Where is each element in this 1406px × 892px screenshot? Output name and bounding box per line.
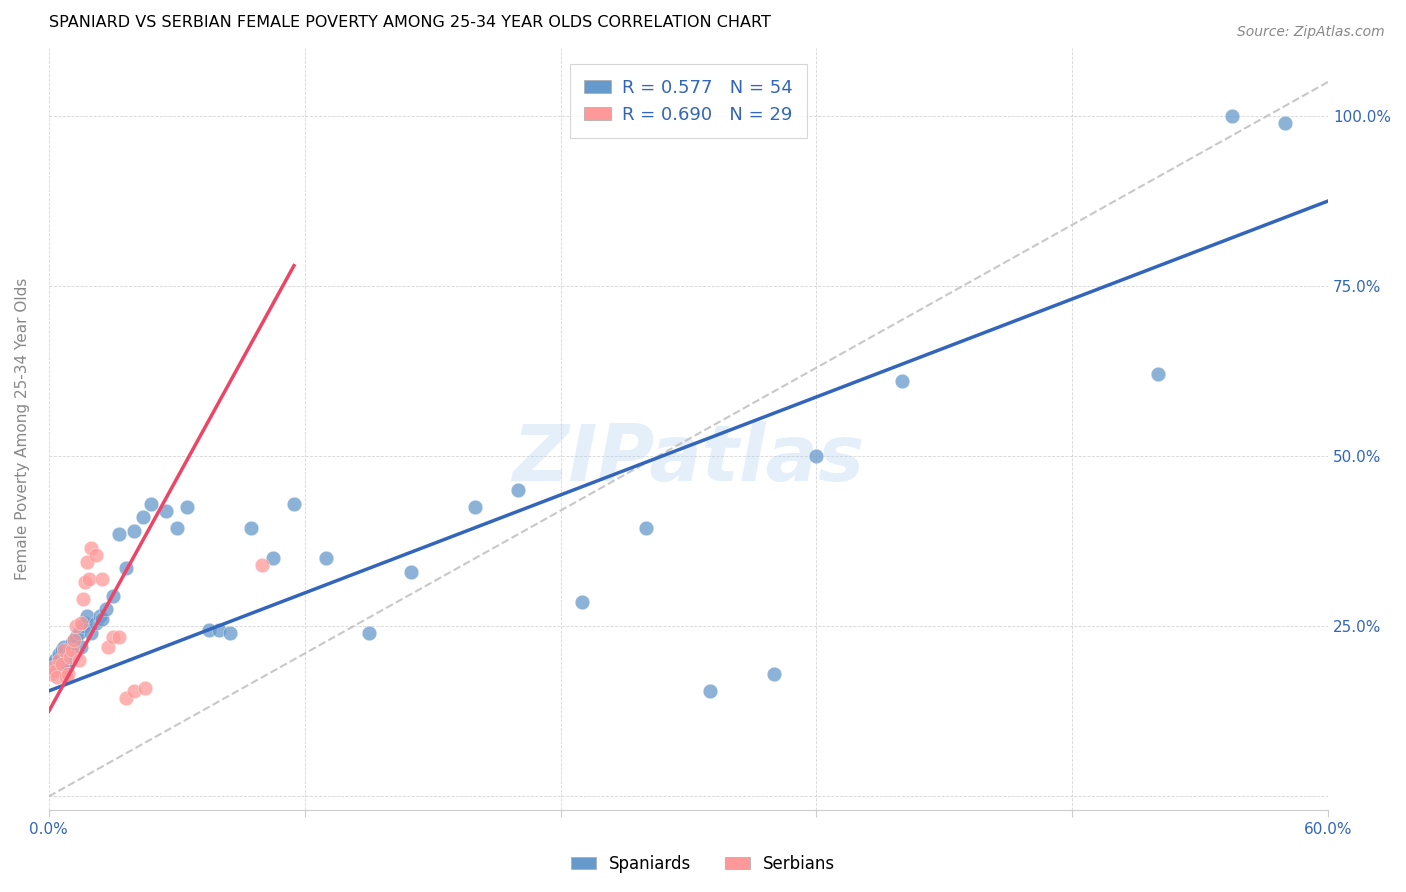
Point — [762, 667, 785, 681]
Point — [76, 609, 98, 624]
Point — [67, 626, 90, 640]
Point — [699, 684, 721, 698]
Point — [176, 500, 198, 515]
Point — [42, 657, 65, 671]
Point — [56, 653, 79, 667]
Point — [44, 653, 66, 667]
Point — [56, 667, 79, 681]
Point — [571, 595, 593, 609]
Point — [634, 521, 657, 535]
Text: SPANIARD VS SERBIAN FEMALE POVERTY AMONG 25-34 YEAR OLDS CORRELATION CHART: SPANIARD VS SERBIAN FEMALE POVERTY AMONG… — [49, 15, 770, 30]
Legend: R = 0.577   N = 54, R = 0.690   N = 29: R = 0.577 N = 54, R = 0.690 N = 29 — [569, 64, 807, 138]
Point — [1220, 109, 1243, 123]
Point — [208, 623, 231, 637]
Point — [1146, 368, 1168, 382]
Point — [101, 589, 124, 603]
Y-axis label: Female Poverty Among 25-34 Year Olds: Female Poverty Among 25-34 Year Olds — [15, 277, 30, 580]
Point — [131, 510, 153, 524]
Point — [65, 619, 87, 633]
Point — [60, 643, 83, 657]
Point — [59, 649, 82, 664]
Text: Source: ZipAtlas.com: Source: ZipAtlas.com — [1237, 25, 1385, 39]
Point — [55, 660, 77, 674]
Point — [890, 374, 912, 388]
Point — [155, 503, 177, 517]
Point — [55, 670, 77, 684]
Point — [73, 615, 96, 630]
Point — [108, 630, 131, 644]
Point — [60, 636, 83, 650]
Point — [262, 551, 284, 566]
Point — [39, 667, 62, 681]
Point — [80, 626, 103, 640]
Point — [114, 690, 136, 705]
Point — [108, 527, 131, 541]
Point — [197, 623, 219, 637]
Point — [63, 632, 86, 647]
Point — [134, 681, 156, 695]
Point — [51, 657, 73, 671]
Point — [69, 640, 91, 654]
Point — [44, 664, 66, 678]
Point — [283, 497, 305, 511]
Point — [77, 572, 100, 586]
Point — [39, 664, 62, 678]
Point — [46, 660, 69, 674]
Legend: Spaniards, Serbians: Spaniards, Serbians — [564, 848, 842, 880]
Point — [73, 575, 96, 590]
Point — [399, 565, 422, 579]
Point — [72, 592, 94, 607]
Point — [72, 619, 94, 633]
Point — [240, 521, 263, 535]
Point — [96, 602, 118, 616]
Point — [122, 524, 145, 538]
Point — [63, 632, 86, 647]
Point — [219, 626, 242, 640]
Point — [52, 640, 75, 654]
Point — [84, 548, 107, 562]
Point — [166, 521, 188, 535]
Point — [89, 609, 111, 624]
Point — [65, 630, 87, 644]
Point — [315, 551, 337, 566]
Point — [464, 500, 486, 515]
Point — [122, 684, 145, 698]
Point — [48, 653, 70, 667]
Point — [48, 649, 70, 664]
Point — [51, 643, 73, 657]
Point — [76, 555, 98, 569]
Point — [357, 626, 380, 640]
Point — [139, 497, 162, 511]
Point — [80, 541, 103, 555]
Point — [250, 558, 273, 572]
Point — [48, 647, 70, 661]
Point — [91, 572, 114, 586]
Point — [52, 664, 75, 678]
Point — [69, 615, 91, 630]
Point — [114, 561, 136, 575]
Point — [46, 670, 69, 684]
Point — [59, 643, 82, 657]
Point — [506, 483, 529, 498]
Point — [84, 615, 107, 630]
Point — [97, 640, 120, 654]
Point — [67, 653, 90, 667]
Text: ZIPatlas: ZIPatlas — [512, 421, 865, 498]
Point — [91, 613, 114, 627]
Point — [1274, 116, 1296, 130]
Point — [42, 660, 65, 674]
Point — [101, 630, 124, 644]
Point — [806, 449, 828, 463]
Point — [52, 643, 75, 657]
